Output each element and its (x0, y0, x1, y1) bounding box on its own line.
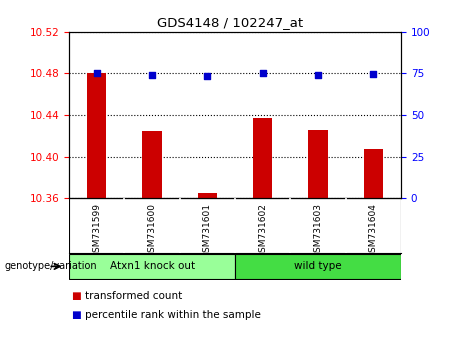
Text: transformed count: transformed count (85, 291, 183, 301)
Text: GDS4148 / 102247_at: GDS4148 / 102247_at (158, 16, 303, 29)
Point (93, 70, 100, 75)
Point (370, 72, 377, 77)
Text: GSM731600: GSM731600 (148, 202, 157, 258)
Point (314, 72, 322, 78)
Point (204, 73, 211, 79)
Text: wild type: wild type (294, 261, 342, 272)
Bar (198, 193, 217, 198)
Bar (253, 118, 272, 198)
Text: GSM731601: GSM731601 (203, 202, 212, 258)
Bar (364, 149, 383, 198)
Bar (308, 130, 328, 198)
Text: ■: ■ (71, 291, 81, 301)
Text: GSM731604: GSM731604 (369, 202, 378, 257)
Text: Atxn1 knock out: Atxn1 knock out (110, 261, 195, 272)
Bar (87, 73, 106, 198)
Point (259, 70, 266, 75)
FancyBboxPatch shape (69, 253, 235, 279)
Text: genotype/variation: genotype/variation (5, 261, 97, 272)
Bar (142, 131, 162, 198)
Point (148, 72, 156, 78)
Text: percentile rank within the sample: percentile rank within the sample (85, 310, 261, 320)
Text: GSM731599: GSM731599 (92, 202, 101, 258)
FancyBboxPatch shape (235, 253, 401, 279)
Text: GSM731602: GSM731602 (258, 202, 267, 257)
Text: ■: ■ (71, 310, 81, 320)
Text: GSM731603: GSM731603 (313, 202, 323, 258)
